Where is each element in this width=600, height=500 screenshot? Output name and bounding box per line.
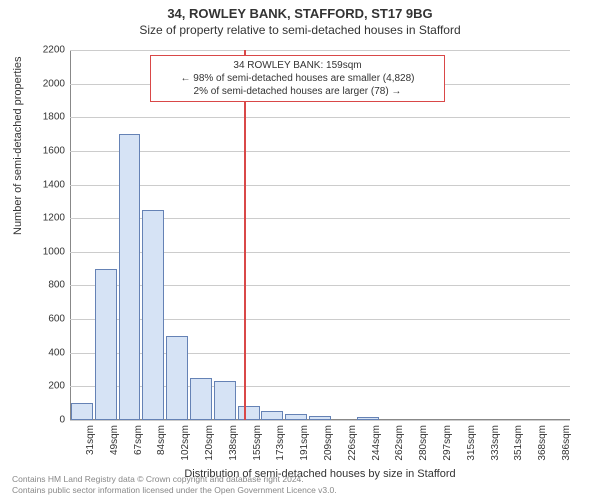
x-tick-label: 84sqm [156, 425, 167, 455]
y-tick-label: 600 [35, 314, 65, 325]
y-tick-label: 1400 [35, 179, 65, 190]
x-tick-label: 386sqm [561, 425, 572, 461]
chart-address-title: 34, ROWLEY BANK, STAFFORD, ST17 9BG [0, 6, 600, 21]
x-tick-label: 226sqm [347, 425, 358, 461]
y-tick-label: 2200 [35, 45, 65, 56]
x-tick-label: 102sqm [180, 425, 191, 461]
y-tick-label: 1000 [35, 246, 65, 257]
y-tick-label: 2000 [35, 78, 65, 89]
plot-region: 0200400600800100012001400160018002000220… [70, 50, 570, 420]
x-tick-label: 67sqm [133, 425, 144, 455]
histogram-bar [71, 403, 93, 420]
histogram-bar [238, 406, 260, 420]
x-tick-label: 173sqm [275, 425, 286, 461]
y-tick-label: 1200 [35, 213, 65, 224]
annotation-line-2: ← 98% of semi-detached houses are smalle… [157, 72, 438, 85]
histogram-bar [190, 378, 212, 420]
annotation-line-3: 2% of semi-detached houses are larger (7… [157, 85, 438, 98]
y-tick-label: 1600 [35, 145, 65, 156]
x-tick-label: 31sqm [85, 425, 96, 455]
histogram-bar [285, 414, 307, 420]
histogram-bar [95, 269, 117, 420]
x-tick-label: 333sqm [490, 425, 501, 461]
grid-line [70, 117, 570, 118]
y-tick-label: 800 [35, 280, 65, 291]
histogram-bar [142, 210, 164, 420]
histogram-bar [261, 411, 283, 420]
histogram-bar [119, 134, 141, 420]
x-tick-label: 262sqm [394, 425, 405, 461]
grid-line [70, 420, 570, 421]
x-tick-label: 120sqm [204, 425, 215, 461]
x-tick-label: 315sqm [466, 425, 477, 461]
x-tick-label: 280sqm [418, 425, 429, 461]
y-axis-line [70, 50, 71, 420]
grid-line [70, 50, 570, 51]
annotation-box: 34 ROWLEY BANK: 159sqm← 98% of semi-deta… [150, 55, 445, 102]
grid-line [70, 185, 570, 186]
x-tick-label: 351sqm [513, 425, 524, 461]
x-tick-label: 297sqm [442, 425, 453, 461]
x-tick-label: 209sqm [323, 425, 334, 461]
x-tick-label: 138sqm [228, 425, 239, 461]
histogram-bar [309, 416, 331, 420]
y-tick-label: 200 [35, 381, 65, 392]
y-tick-label: 400 [35, 347, 65, 358]
footer-line-1: Contains HM Land Registry data © Crown c… [12, 474, 337, 485]
x-tick-label: 368sqm [537, 425, 548, 461]
y-tick-label: 1800 [35, 112, 65, 123]
annotation-line-1: 34 ROWLEY BANK: 159sqm [157, 59, 438, 72]
property-marker-line [244, 50, 246, 420]
x-tick-label: 155sqm [252, 425, 263, 461]
y-axis-label: Number of semi-detached properties [12, 56, 24, 235]
x-tick-label: 49sqm [109, 425, 120, 455]
footer-attribution: Contains HM Land Registry data © Crown c… [12, 474, 337, 496]
x-tick-label: 244sqm [371, 425, 382, 461]
histogram-bar [357, 417, 379, 420]
histogram-bar [214, 381, 236, 420]
chart-area: 0200400600800100012001400160018002000220… [70, 50, 570, 420]
histogram-bar [166, 336, 188, 420]
y-tick-label: 0 [35, 415, 65, 426]
x-tick-label: 191sqm [299, 425, 310, 461]
footer-line-2: Contains public sector information licen… [12, 485, 337, 496]
grid-line [70, 151, 570, 152]
chart-subtitle: Size of property relative to semi-detach… [0, 23, 600, 37]
